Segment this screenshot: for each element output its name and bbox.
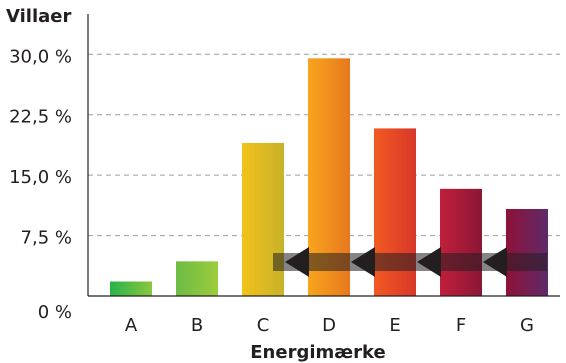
arrow-head-C: [285, 247, 309, 277]
y-tick-label: 15,0 %: [9, 167, 72, 188]
axes: [87, 14, 560, 297]
arrow-head-E: [417, 247, 441, 277]
bar-F: [440, 188, 482, 296]
x-tick-label: F: [456, 315, 466, 336]
arrow-head-D: [351, 247, 375, 277]
x-tick-label: A: [125, 315, 138, 336]
trend-arrows: [273, 247, 547, 277]
y-tick-labels: 0 % 7,5 % 15,0 % 22,5 % 30,0 %: [9, 46, 72, 323]
x-tick-label: D: [322, 315, 336, 336]
bar-B: [176, 261, 218, 296]
x-axis-title: Energimærke: [250, 342, 385, 363]
arrow-head-F: [483, 247, 507, 277]
arrow-band: [273, 253, 547, 271]
bar-A: [110, 281, 152, 296]
y-tick-label: 0 %: [38, 302, 72, 323]
x-tick-label: C: [257, 315, 270, 336]
y-axis-title: Villaer: [6, 6, 71, 27]
x-tick-labels: A B C D E F G: [125, 315, 534, 336]
y-tick-label: 30,0 %: [9, 46, 72, 67]
y-tick-label: 22,5 %: [9, 107, 72, 128]
x-tick-label: E: [389, 315, 400, 336]
y-tick-label: 7,5 %: [21, 228, 72, 249]
bar-C: [242, 142, 284, 296]
x-tick-label: B: [191, 315, 203, 336]
x-tick-label: G: [520, 315, 534, 336]
bar-G: [506, 208, 548, 296]
